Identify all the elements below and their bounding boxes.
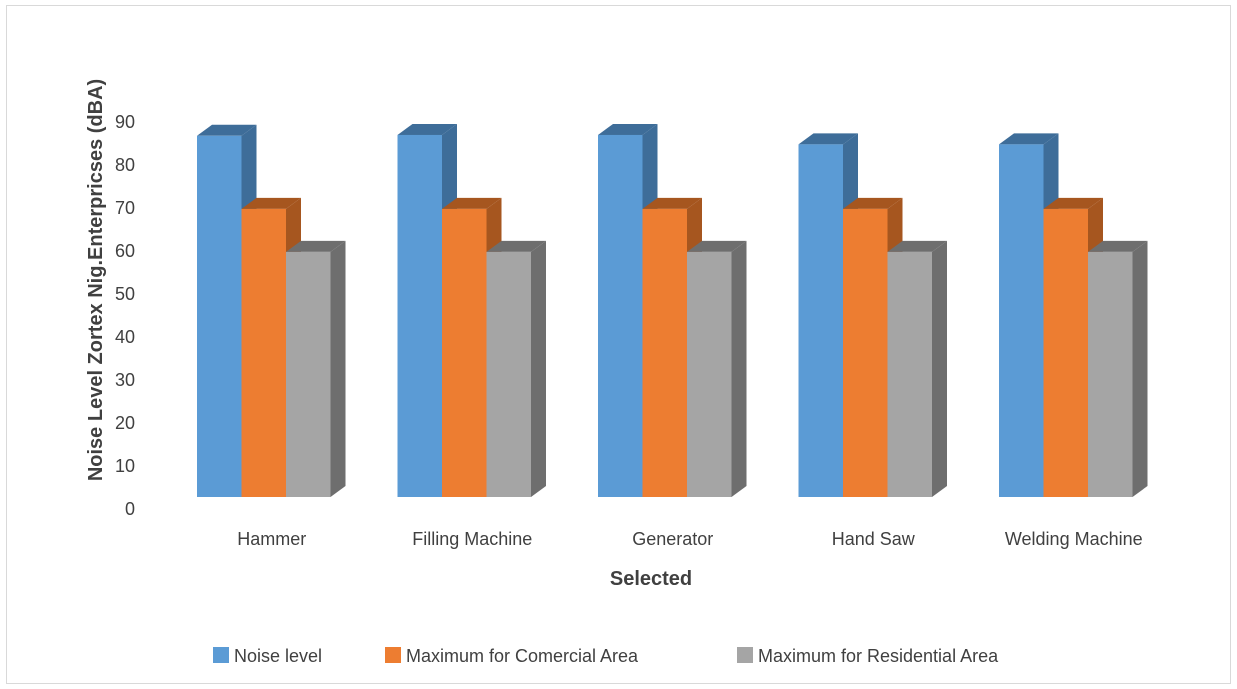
y-tick-label: 40 [115,327,135,347]
bar-top [598,123,658,135]
legend-swatch [213,647,229,663]
bar-side [330,240,346,497]
y-tick-label: 50 [115,284,135,304]
bar-side [531,240,546,497]
bar-top [642,197,702,209]
bar-front [598,134,643,497]
bar-front [286,251,331,497]
legend-swatch [385,647,401,663]
bar-front [999,144,1044,497]
y-tick-label: 90 [115,112,135,132]
bar-top [687,240,747,252]
category-label: Generator [632,529,713,549]
bar-front [1043,208,1088,497]
bar-top [798,133,858,145]
bar-front [887,251,932,497]
bar-top [843,197,903,209]
bar [1088,240,1148,497]
bar-side [1132,240,1148,497]
bar-front [843,208,888,497]
y-tick-label: 80 [115,155,135,175]
bar-top [197,124,257,136]
bar-side [731,240,747,497]
legend-item: Noise level [213,646,322,666]
category-label: Welding Machine [1005,529,1143,549]
bar-front [642,208,687,497]
bar-top [1043,197,1103,209]
legend-label: Maximum for Comercial Area [406,646,639,666]
category-label: Filling Machine [412,529,532,549]
y-tick-label: 0 [125,499,135,519]
y-tick-label: 30 [115,370,135,390]
legend: Noise level Maximum for Comercial Area Max… [213,646,999,666]
bar [286,240,346,497]
legend-item: Maximum for Comercial Area [385,646,639,666]
y-tick-label: 70 [115,198,135,218]
category-label: Hand Saw [832,529,916,549]
bar-top [286,240,346,252]
legend-label: Noise level [234,646,322,666]
bar-front [397,134,442,497]
y-tick-label: 10 [115,456,135,476]
bar-top [442,197,502,209]
bar-top [241,197,301,209]
bar-top [1088,240,1148,252]
bar-front [798,144,843,497]
bar-front [1088,251,1133,497]
bar-front [486,251,531,497]
bar-top [887,240,947,252]
bar-front [442,208,487,497]
bar-top [486,240,546,252]
bar-top [397,123,457,135]
bars [197,123,1148,498]
legend-label: Maximum for Residential Area [758,646,999,666]
bar [687,240,747,497]
x-axis-title: Selected [610,568,692,590]
bar-side [932,240,947,497]
y-tick-label: 20 [115,413,135,433]
y-tick-label: 60 [115,241,135,261]
x-axis-categories: Hammer Filling Machine Generator Hand Saw We… [237,529,1142,549]
bar [486,240,546,497]
legend-item: Maximum for Residential Area [737,646,999,666]
y-axis-title: Noise Level Zortex Nig.Enterpricses (dBA… [85,79,107,481]
legend-swatch [737,647,753,663]
y-axis-ticks: 0 10 20 30 40 50 60 70 80 90 [115,112,135,519]
bar [887,240,947,497]
bar-front [197,135,242,498]
bar-top [999,133,1059,145]
bar-front [241,208,286,497]
bar-front [687,251,732,497]
category-label: Hammer [237,529,306,549]
